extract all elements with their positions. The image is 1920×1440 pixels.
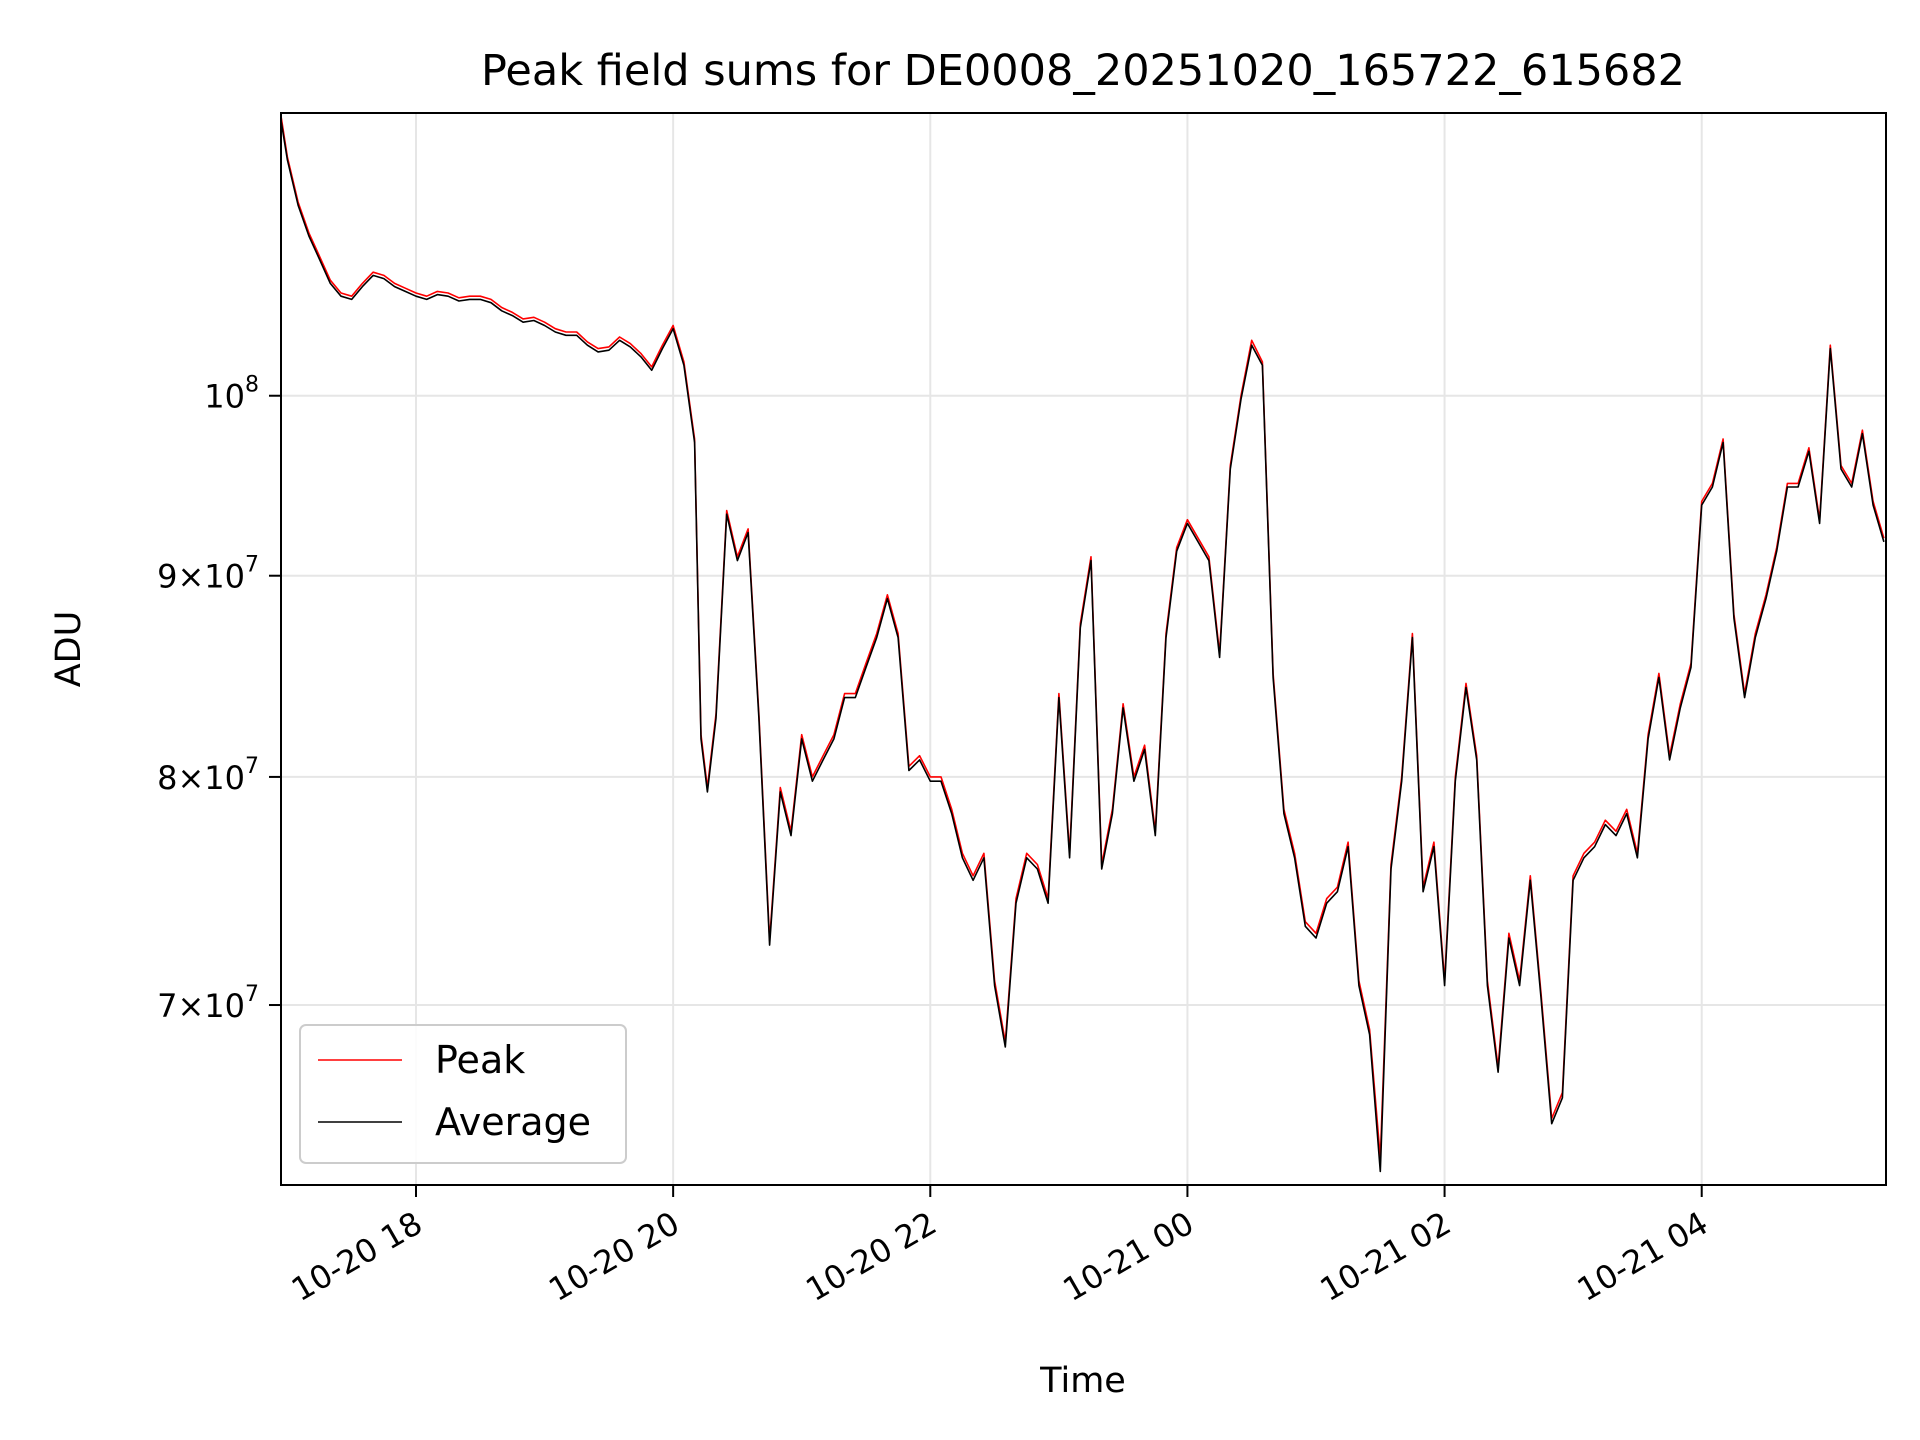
y-tick-label: 8×107 xyxy=(157,754,259,797)
y-tick-label: 9×107 xyxy=(157,553,259,596)
legend-label-average: Average xyxy=(435,1100,591,1144)
chart-title: Peak field sums for DE0008_20251020_1657… xyxy=(481,46,1685,96)
grid xyxy=(281,113,1886,1185)
legend-label-peak: Peak xyxy=(435,1038,525,1082)
x-axis-label: Time xyxy=(1039,1361,1126,1401)
series-line-average xyxy=(281,120,1885,1173)
y-axis: 7×107 8×107 9×107 108 xyxy=(157,373,281,1025)
series-layer xyxy=(281,115,1885,1173)
y-tick-label: 108 xyxy=(204,373,259,416)
legend: Peak Average xyxy=(299,1024,627,1164)
y-axis-label: ADU xyxy=(49,611,89,688)
y-tick-label: 7×107 xyxy=(157,982,259,1025)
plot-frame xyxy=(280,112,1887,1186)
